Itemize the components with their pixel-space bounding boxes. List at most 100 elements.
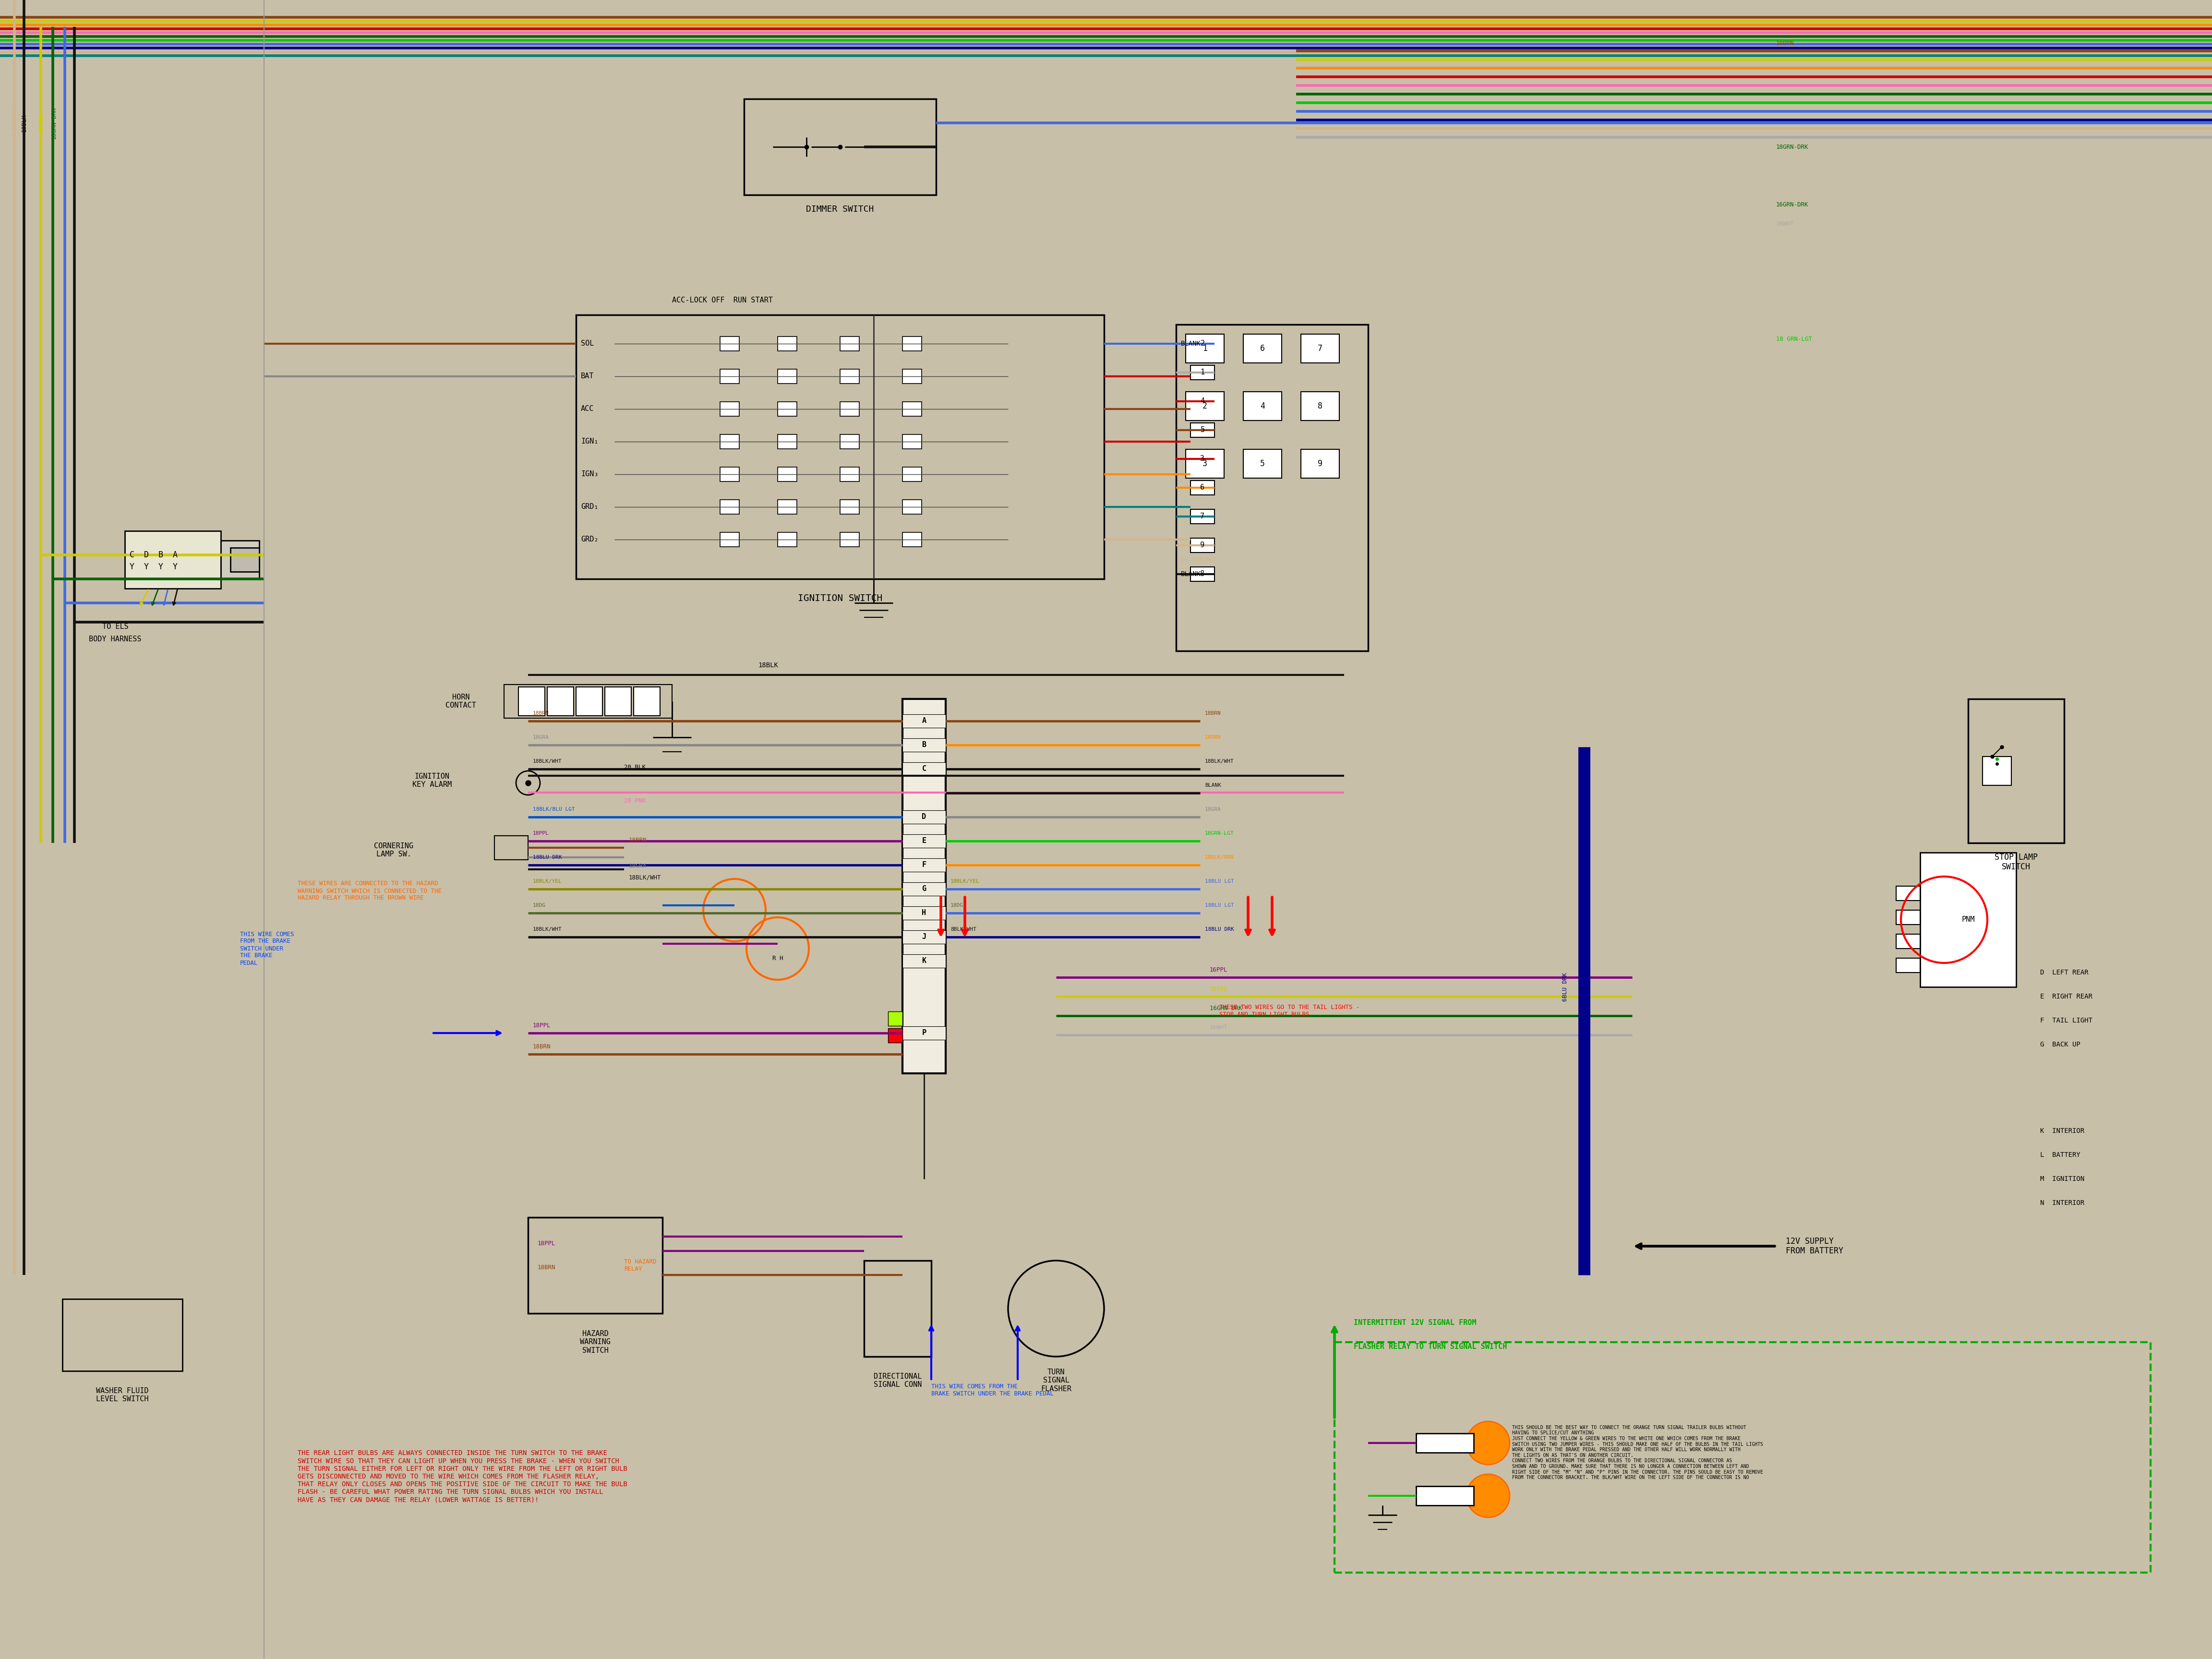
Text: 18BRN: 18BRN: [1206, 712, 1221, 715]
Text: THESE TWO WIRES GO TO THE TAIL LIGHTS -
STOP AND TURN LIGHT BULBS: THESE TWO WIRES GO TO THE TAIL LIGHTS - …: [1219, 1004, 1360, 1017]
Text: 8: 8: [1318, 401, 1323, 410]
Bar: [841, 533, 858, 547]
Text: 18BRN: 18BRN: [1776, 40, 1794, 46]
Bar: [721, 468, 739, 481]
Text: 18BLU LGT: 18BLU LGT: [1206, 902, 1234, 907]
Text: 1: 1: [1201, 368, 1206, 377]
Bar: [1896, 959, 1920, 972]
Text: 18GRN-LGT: 18GRN-LGT: [1206, 831, 1234, 836]
Bar: [841, 401, 858, 416]
Bar: [1190, 509, 1214, 524]
Text: 18GRN-DRK: 18GRN-DRK: [1776, 144, 1809, 149]
Text: 18BLK: 18BLK: [20, 114, 27, 131]
Text: 18BLU DRK: 18BLU DRK: [1206, 927, 1234, 932]
Bar: [504, 685, 672, 718]
Bar: [779, 533, 796, 547]
Bar: [1920, 853, 2015, 987]
Bar: [841, 468, 858, 481]
Bar: [865, 1261, 931, 1357]
Bar: [902, 698, 947, 1073]
Bar: [779, 468, 796, 481]
Text: ACC-LOCK OFF  RUN START: ACC-LOCK OFF RUN START: [672, 297, 772, 304]
Text: BAT: BAT: [582, 373, 595, 380]
Bar: [779, 337, 796, 352]
Bar: [841, 337, 858, 352]
Text: DIRECTIONAL
SIGNAL CONN: DIRECTIONAL SIGNAL CONN: [874, 1372, 922, 1389]
Bar: [902, 468, 922, 481]
Bar: [633, 687, 659, 715]
Bar: [721, 435, 739, 450]
Text: 18ORN: 18ORN: [1206, 735, 1221, 740]
Text: 18YEL: 18YEL: [38, 114, 44, 131]
Text: TO ELS: TO ELS: [102, 624, 128, 630]
Text: 3: 3: [1201, 455, 1206, 463]
Bar: [1190, 538, 1214, 552]
Bar: [1896, 886, 1920, 901]
Text: A: A: [922, 717, 927, 725]
Text: BLANK: BLANK: [1181, 571, 1201, 577]
Bar: [1186, 450, 1223, 478]
Text: R H: R H: [772, 956, 783, 961]
Text: 1: 1: [1203, 343, 1208, 353]
Bar: [575, 687, 602, 715]
Text: INTERMITTENT 12V SIGNAL FROM: INTERMITTENT 12V SIGNAL FROM: [1354, 1319, 1475, 1327]
Text: THIS WIRE COMES FROM THE
BRAKE SWITCH UNDER THE BRAKE PEDAL: THIS WIRE COMES FROM THE BRAKE SWITCH UN…: [931, 1384, 1053, 1397]
Bar: [902, 715, 947, 728]
Text: 16GRN-DRK: 16GRN-DRK: [1776, 201, 1809, 207]
Bar: [221, 541, 259, 579]
Text: STOP LAMP
SWITCH: STOP LAMP SWITCH: [1995, 853, 2037, 871]
Text: D  LEFT REAR: D LEFT REAR: [2039, 969, 2088, 975]
Bar: [1186, 333, 1223, 363]
Text: 18BLK/WHT: 18BLK/WHT: [1206, 758, 1234, 763]
Text: 16WHT: 16WHT: [1776, 221, 1794, 227]
Text: 18BLU LGT: 18BLU LGT: [1206, 879, 1234, 884]
Text: 18 GRN-LGT: 18 GRN-LGT: [1776, 335, 1812, 342]
Text: 18BLU DRK: 18BLU DRK: [533, 854, 562, 859]
Bar: [604, 687, 630, 715]
Text: HORN
CONTACT: HORN CONTACT: [445, 693, 476, 708]
Text: 18PPL: 18PPL: [533, 1022, 551, 1029]
Bar: [1969, 698, 2064, 843]
Bar: [887, 1029, 902, 1042]
Text: BODY HARNESS: BODY HARNESS: [88, 635, 142, 642]
Text: 9: 9: [1201, 542, 1206, 549]
Bar: [841, 435, 858, 450]
Text: IGN₁: IGN₁: [582, 438, 599, 445]
Text: E  RIGHT REAR: E RIGHT REAR: [2039, 994, 2093, 1000]
Bar: [1416, 1433, 1473, 1453]
Bar: [1190, 365, 1214, 380]
Bar: [1190, 451, 1214, 466]
Text: 8: 8: [1201, 571, 1206, 577]
Bar: [1190, 337, 1214, 352]
Bar: [902, 1027, 947, 1040]
Text: 18GRN-DRK: 18GRN-DRK: [51, 106, 58, 139]
Text: 18BRN: 18BRN: [533, 1044, 551, 1050]
Bar: [902, 401, 922, 416]
Bar: [230, 547, 259, 572]
Text: N  INTERIOR: N INTERIOR: [2039, 1199, 2084, 1206]
Text: 7: 7: [1201, 513, 1206, 521]
Text: 3: 3: [1203, 460, 1208, 468]
Text: 6: 6: [1201, 484, 1206, 491]
Bar: [721, 401, 739, 416]
Text: 7: 7: [1318, 343, 1323, 353]
Text: 18BLK/ORN: 18BLK/ORN: [1206, 854, 1234, 859]
Bar: [902, 533, 922, 547]
Text: TURN
SIGNAL
FLASHER: TURN SIGNAL FLASHER: [1040, 1369, 1071, 1392]
Text: 5: 5: [1201, 426, 1206, 433]
Text: M  IGNITION: M IGNITION: [2039, 1176, 2084, 1183]
Bar: [721, 370, 739, 383]
Text: D: D: [922, 813, 927, 821]
Text: H: H: [922, 909, 927, 917]
Bar: [62, 1299, 181, 1370]
Bar: [1982, 757, 2011, 785]
Text: TO HAZARD
RELAY: TO HAZARD RELAY: [624, 1259, 657, 1272]
Bar: [841, 499, 858, 514]
Bar: [495, 836, 529, 859]
Text: 18PPL: 18PPL: [533, 831, 549, 836]
Text: 2: 2: [1203, 401, 1208, 410]
Bar: [902, 810, 947, 825]
Text: THIS SHOULD BE THE BEST WAY TO CONNECT THE ORANGE TURN SIGNAL TRAILER BULBS WITH: THIS SHOULD BE THE BEST WAY TO CONNECT T…: [1513, 1425, 1763, 1480]
Text: F: F: [922, 861, 927, 869]
Bar: [902, 761, 947, 776]
